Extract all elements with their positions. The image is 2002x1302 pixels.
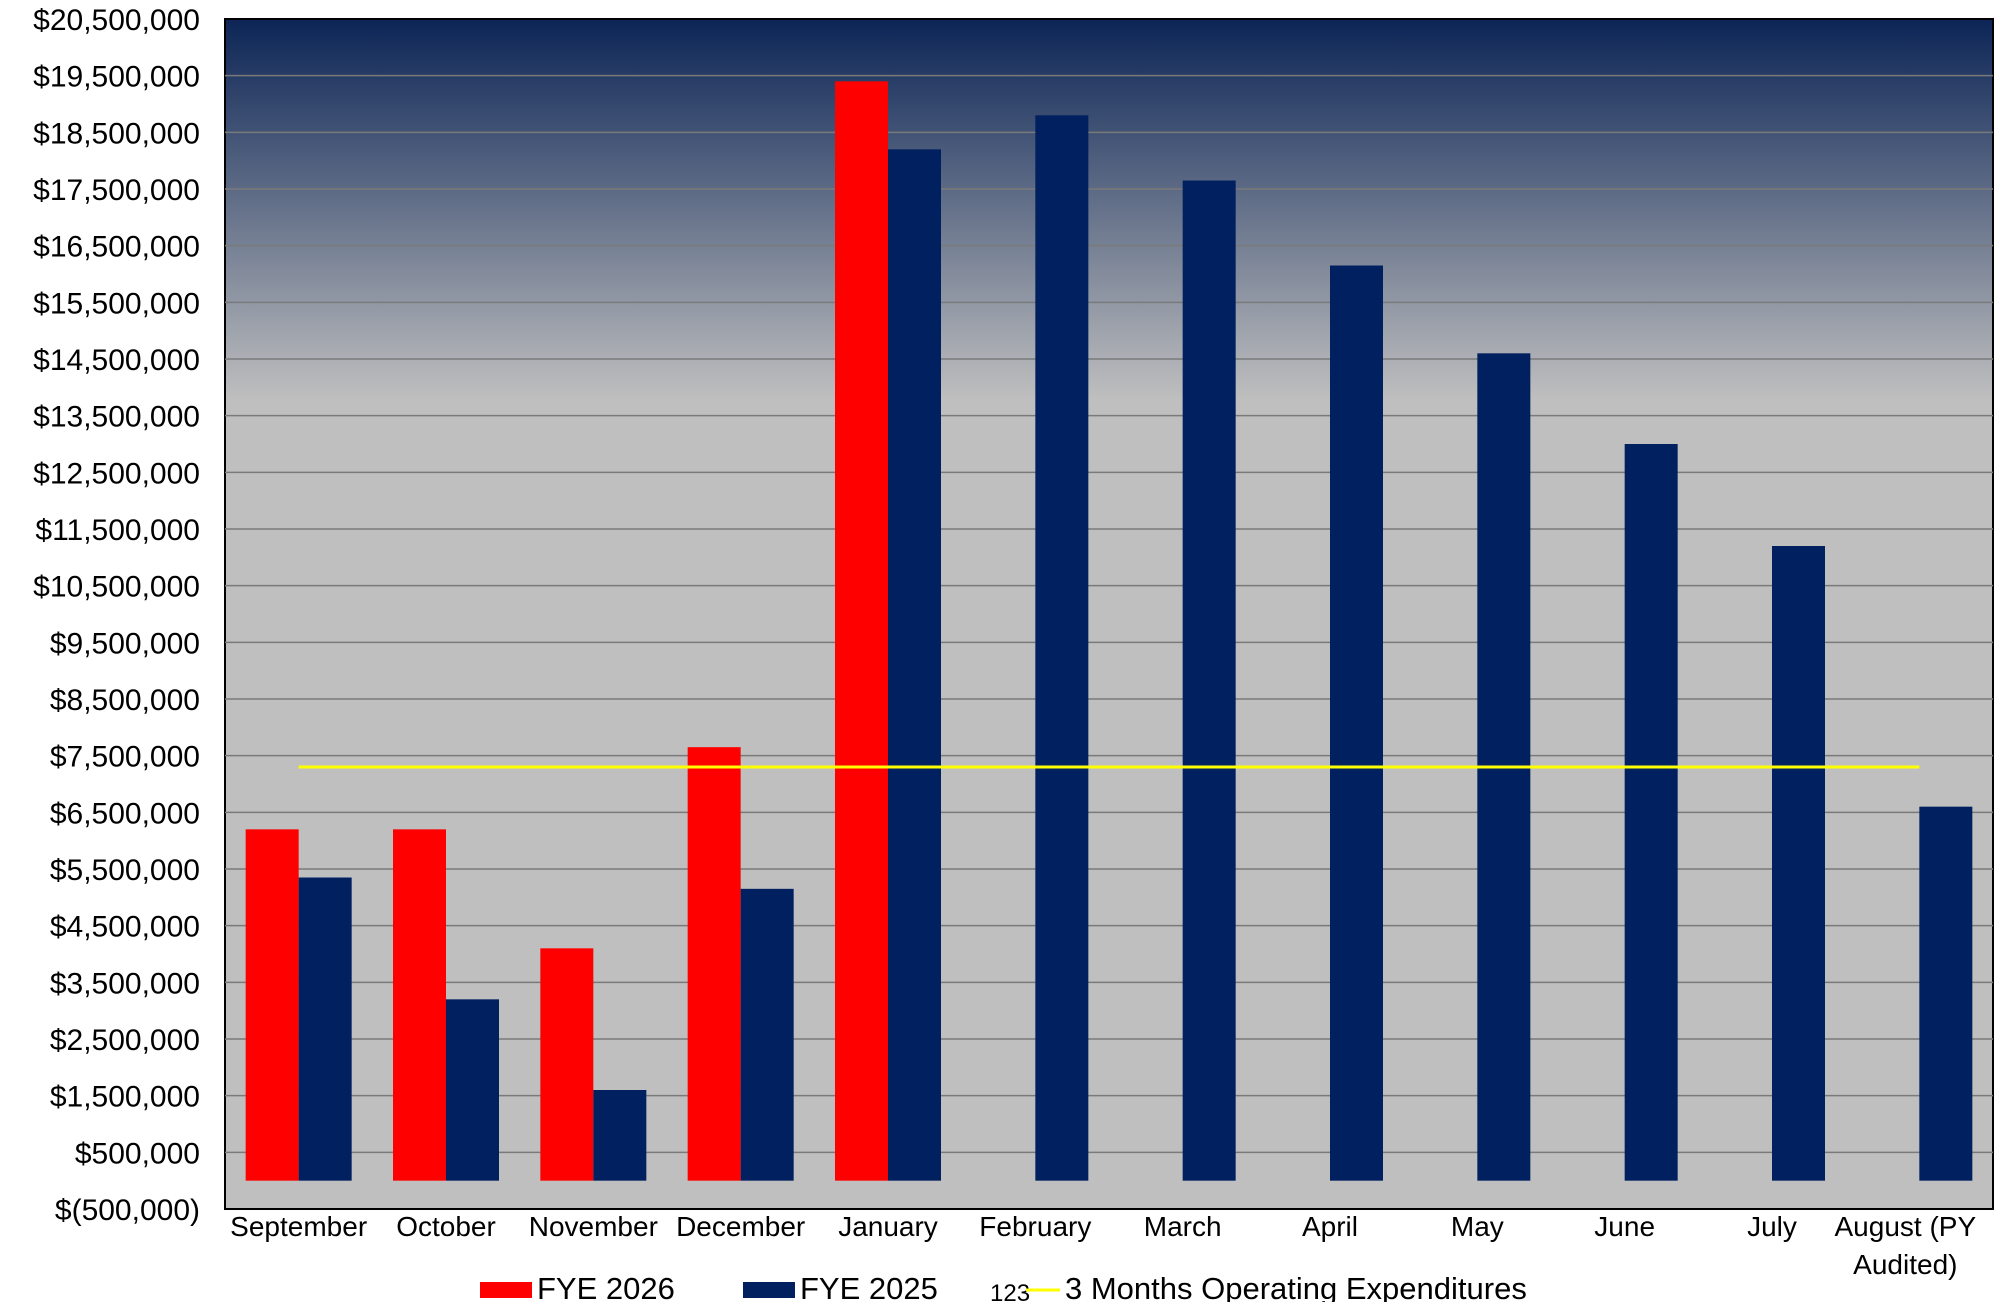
y-tick-label: $(500,000) (55, 1194, 200, 1227)
bar-fye-2025-april (1330, 265, 1383, 1181)
x-tick-label: December (676, 1211, 805, 1242)
plot-area (224, 18, 1994, 1210)
legend-marker-text: 123 (990, 1280, 1030, 1302)
legend-label-fye-2026: FYE 2026 (537, 1271, 675, 1302)
y-tick-label: $5,500,000 (50, 854, 200, 887)
y-tick-label: $9,500,000 (50, 627, 200, 660)
bar-fye-2026-december (687, 747, 741, 1181)
bar-fye-2026-october (393, 829, 446, 1181)
y-tick-label: $13,500,000 (33, 401, 200, 434)
x-tick-label: November (529, 1211, 658, 1242)
x-tick-label: May (1451, 1211, 1504, 1242)
y-tick-label: $8,500,000 (50, 684, 200, 717)
bar-fye-2025-october (446, 999, 499, 1181)
x-tick-label: April (1302, 1211, 1358, 1242)
y-tick-label: $2,500,000 (50, 1024, 200, 1057)
y-tick-label: $10,500,000 (33, 571, 200, 604)
bar-fye-2026-november (540, 948, 594, 1181)
bar-fye-2025-september (298, 877, 352, 1181)
y-tick-label: $16,500,000 (33, 231, 200, 264)
legend: FYE 2026 FYE 2025 123 3 Months Operating… (480, 1271, 1527, 1302)
x-tick-label: June (1594, 1211, 1655, 1242)
bar-fye-2026-january (835, 81, 888, 1181)
y-tick-label: $19,500,000 (33, 61, 200, 94)
y-tick-label: $3,500,000 (50, 967, 200, 1000)
y-tick-label: $4,500,000 (50, 911, 200, 944)
x-tick-label: August (PY Audited) (1835, 1211, 1977, 1280)
y-tick-label: $14,500,000 (33, 344, 200, 377)
y-axis-tick-labels: $(500,000) $500,000 $1,500,000 $2,500,000 $3… (33, 4, 200, 1227)
x-tick-label: March (1144, 1211, 1222, 1242)
legend-swatch-fye-2025 (743, 1282, 795, 1298)
y-tick-label: $11,500,000 (35, 514, 200, 547)
bar-fye-2025-december (740, 888, 794, 1181)
y-tick-label: $12,500,000 (33, 457, 200, 490)
legend-swatch-fye-2026 (480, 1282, 532, 1298)
bar-fye-2025-march (1182, 180, 1236, 1181)
y-tick-label: $7,500,000 (50, 741, 200, 774)
gridlines (225, 74, 1993, 1154)
y-tick-label: $15,500,000 (33, 287, 200, 320)
y-tick-label: $500,000 (75, 1137, 200, 1170)
bar-fye-2025-january (888, 149, 941, 1181)
x-tick-label: February (979, 1211, 1091, 1242)
legend-label-fye-2025: FYE 2025 (800, 1271, 938, 1302)
bar-fye-2025-february (1035, 115, 1089, 1181)
y-tick-label: $17,500,000 (33, 174, 200, 207)
y-tick-label: $18,500,000 (33, 117, 200, 150)
bar-fye-2025-june (1624, 444, 1678, 1181)
x-tick-label: July (1747, 1211, 1797, 1242)
x-tick-label: October (396, 1211, 496, 1242)
y-tick-label: $1,500,000 (50, 1081, 200, 1114)
x-tick-label: January (838, 1211, 938, 1242)
bars (245, 81, 1973, 1181)
bar-fye-2025-august (1919, 806, 1973, 1181)
x-tick-label: September (230, 1211, 367, 1242)
bar-fye-2025-july (1772, 546, 1825, 1181)
legend-label-reference-line: 3 Months Operating Expenditures (1065, 1271, 1527, 1302)
bar-fye-2026-september (245, 829, 299, 1181)
x-axis-tick-labels: September October November December January F… (230, 1211, 1976, 1280)
y-tick-label: $6,500,000 (50, 797, 200, 830)
y-tick-label: $20,500,000 (33, 4, 200, 37)
bar-fye-2025-november (593, 1090, 647, 1181)
